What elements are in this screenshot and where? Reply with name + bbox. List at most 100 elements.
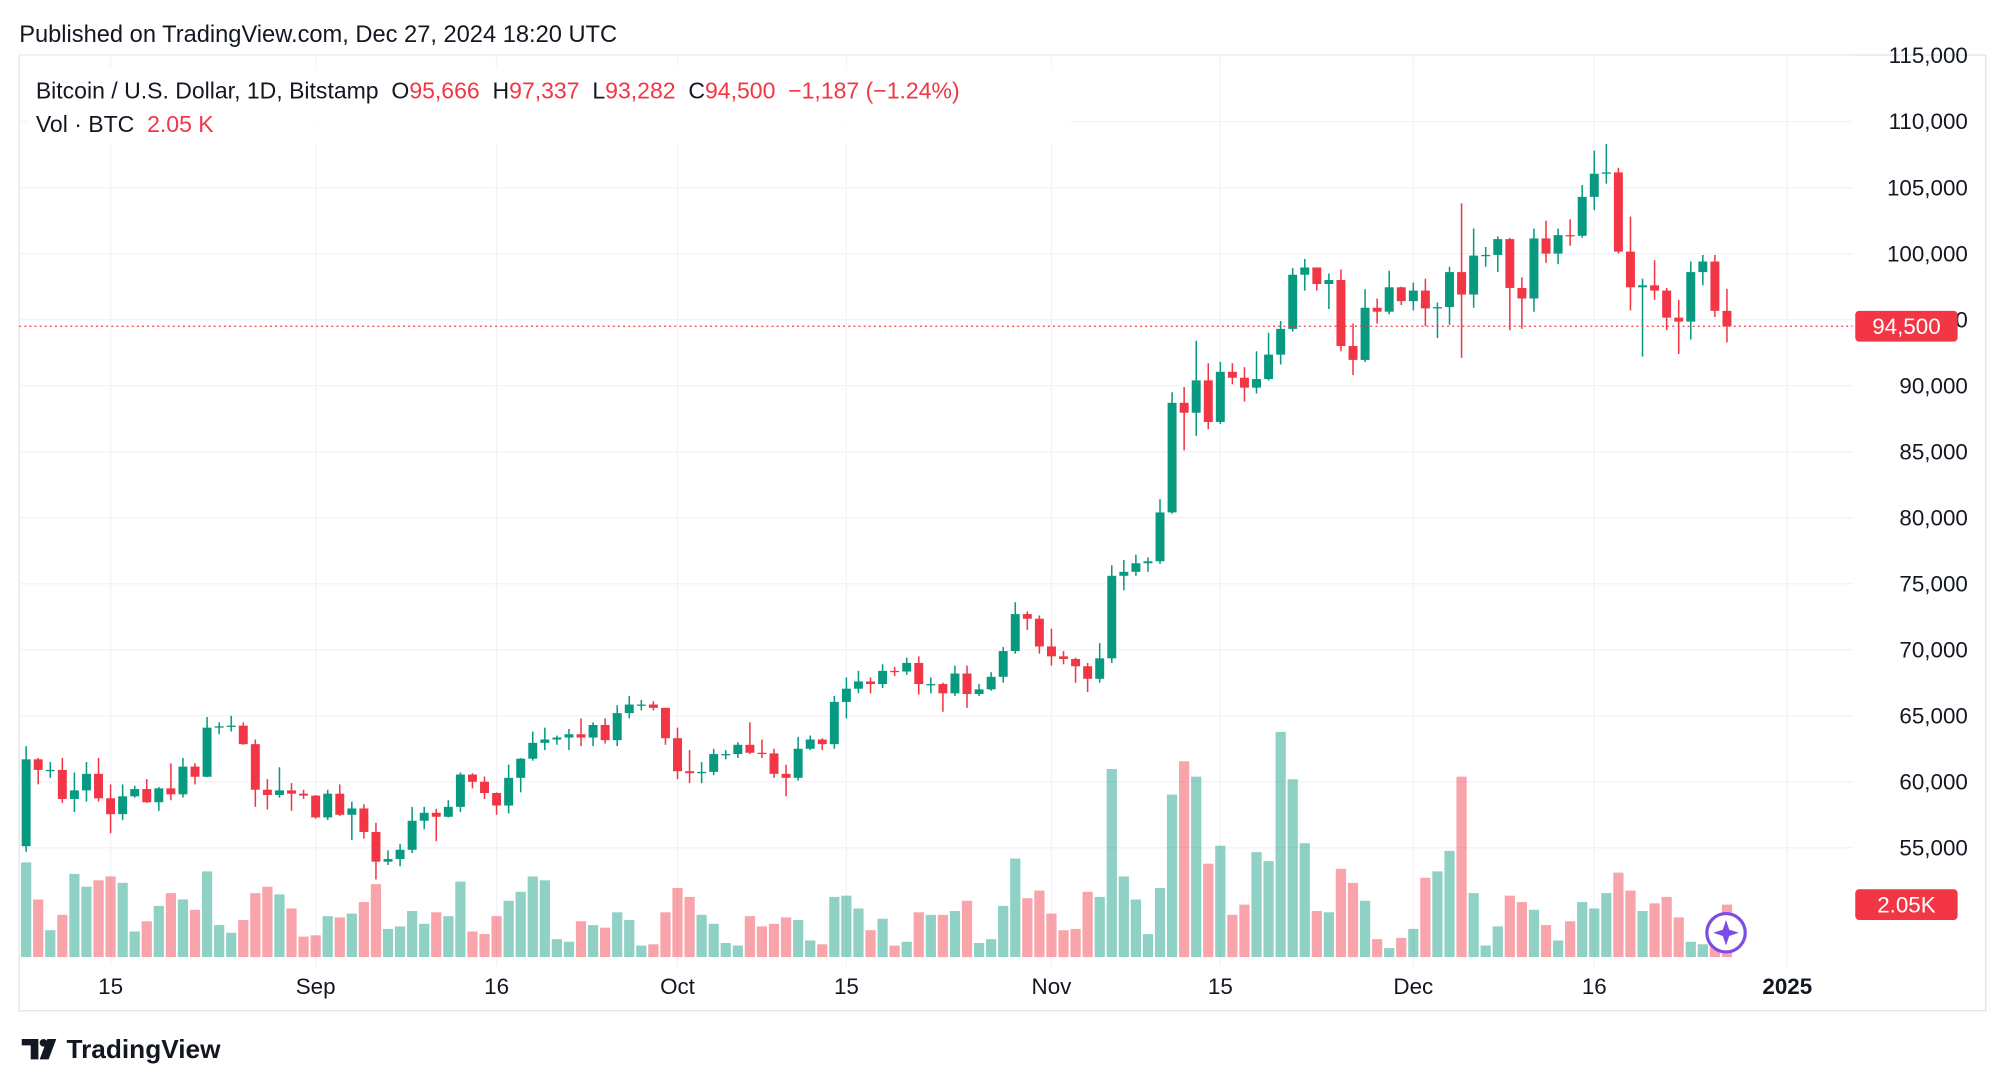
candle-body [371,831,381,862]
volume-bar [1420,877,1431,958]
candle-body [190,766,200,777]
candle-body [1698,261,1708,273]
candle-body [926,684,936,686]
candle-body [1191,380,1201,413]
volume-bar [238,919,249,958]
volume-bar [1528,909,1540,958]
volume-bar [732,945,743,958]
candle-body [1348,346,1358,360]
volume-bar [1058,930,1069,958]
candle-body [528,742,538,759]
volume-bar [696,914,707,958]
volume-bar [1118,876,1129,958]
candle-body [359,808,369,832]
candle-body [600,725,610,741]
candle-body [1541,238,1551,254]
candle-body [323,793,333,818]
y-tick-label: 60,000 [1899,769,1967,794]
candle-body [81,773,91,791]
volume-bar [1130,899,1142,958]
candle-body [1638,285,1647,288]
volume-bar [1082,891,1093,958]
volume-bar [214,925,225,958]
volume-bar [1323,912,1335,958]
last-price-label: 94,500 [1872,314,1940,339]
volume-bar [624,919,635,958]
volume-bar [358,902,370,958]
volume-bar [1311,911,1322,958]
assistant-star[interactable] [1713,919,1739,946]
volume-bar [382,928,394,958]
volume-bar [672,887,683,958]
candle-body [347,808,357,815]
candle-body [588,725,598,738]
volume-bar [1372,939,1383,958]
candle-body [986,676,996,690]
volume-bar [1287,779,1298,958]
candle-body [624,704,634,714]
candle-body [1071,658,1081,667]
volume-bar [262,886,273,958]
volume-bar [913,912,924,958]
legend-line: Bitcoin / U.S. Dollar, 1D, Bitstamp O95,6… [36,78,960,104]
y-tick-label: 75,000 [1899,571,1967,596]
volume-bar [1565,921,1576,958]
last-volume-tag [1855,889,1958,920]
volume-bar [407,911,418,958]
candle-body [202,727,212,777]
high-value: 97,337 [509,78,579,104]
candle-body [950,673,960,694]
candle-body [1650,285,1660,291]
x-tick-label: Nov [1032,974,1073,999]
volume-bar [853,908,864,958]
x-tick-label: 15 [1208,974,1233,999]
volume-bar [1022,898,1033,958]
volume-bar [467,931,478,958]
candle-body [1662,290,1672,318]
volume-bar [1335,868,1347,958]
candle-body [383,859,393,862]
volume-bar [1516,902,1528,958]
candle-body [1336,280,1346,347]
volume-bar [105,876,116,958]
candle-body [962,673,972,694]
candle-body [395,849,405,860]
volume-bar [1601,893,1612,958]
volume-bar [141,921,152,958]
volume-bar [1697,944,1708,958]
volume-bar [201,871,213,958]
volume-bar [1166,794,1178,958]
candle-body [1396,287,1406,302]
volume-bar [515,891,526,958]
candle-body [130,789,140,797]
volume-bar [479,934,490,958]
candle-body [492,793,502,806]
y-tick-label: 110,000 [1889,109,1968,134]
candle-body [1553,235,1563,254]
volume-bar [165,893,177,958]
candle-body [1107,575,1117,659]
volume-bar [600,927,611,958]
candle-body [998,651,1008,677]
volume-bar [153,905,164,958]
candle-body [94,773,103,799]
candle-body [299,793,309,796]
y-tick-label: 100,000 [1887,241,1968,266]
volume-bar [1432,871,1443,958]
candle-body [745,744,755,753]
volume-bar [768,923,780,958]
volume-legend: Vol · BTC 2.05 K [36,111,214,137]
volume-bar [370,884,382,958]
candle-body [1722,310,1732,327]
candle-body [1493,239,1503,255]
volume-bar [961,900,973,958]
volume-pane [21,731,1733,958]
assistant-button[interactable] [1705,911,1747,954]
volume-bar [998,905,1009,958]
volume-bar [1613,872,1624,958]
brand-dot [39,1038,48,1047]
candle-body [178,766,188,795]
volume-bar [636,945,647,958]
candle-body [1481,254,1491,257]
